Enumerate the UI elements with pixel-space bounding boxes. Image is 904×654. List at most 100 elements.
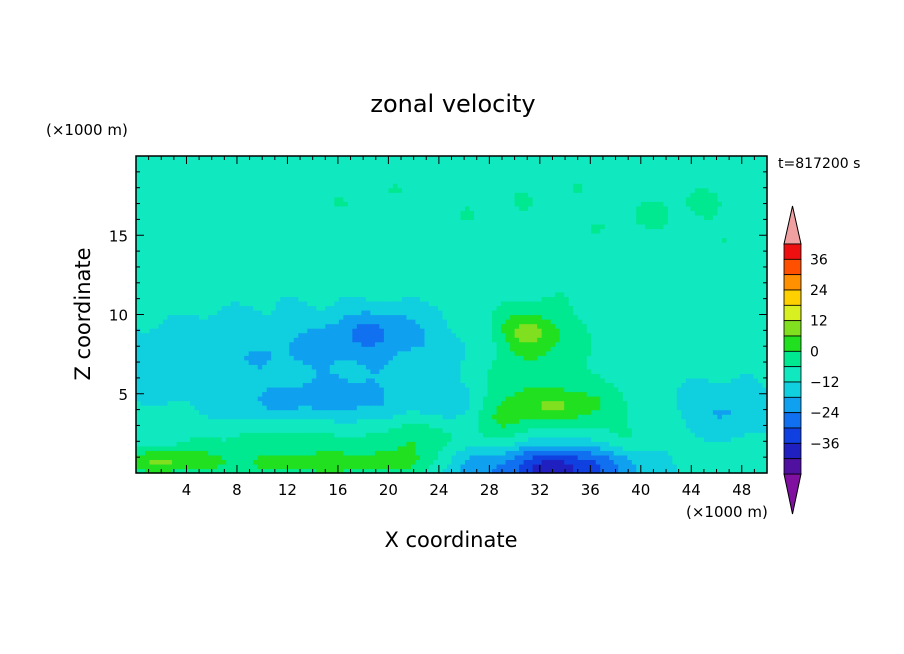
contour-cell [392,314,399,320]
contour-cell [510,418,516,424]
contour-cell [325,414,331,420]
contour-cell [347,355,353,361]
contour-cell [365,405,371,411]
contour-cell [253,350,259,356]
contour-cell [564,454,570,461]
contour-cell [744,341,750,347]
contour-cell [388,400,394,406]
contour-cell [550,359,556,365]
contour-cell [739,427,746,433]
contour-cell [401,391,408,397]
contour-cell [190,382,196,388]
contour-cell [401,346,408,352]
contour-cell [717,468,723,474]
contour-cell [158,391,164,397]
contour-cell [253,418,259,424]
contour-cell [365,309,371,316]
contour-cell [721,337,728,343]
contour-cell [280,328,286,334]
contour-cell [248,423,254,429]
contour-cell [645,386,651,393]
contour-cell [185,341,191,347]
contour-cell [338,359,344,365]
contour-cell [645,427,651,433]
contour-cell [460,382,466,388]
contour-cell [239,368,245,374]
contour-cell [172,350,178,356]
contour-cell [667,409,673,415]
contour-cell [676,314,682,320]
contour-cell [352,355,358,361]
contour-cell [149,450,155,456]
contour-cell [307,377,313,384]
contour-cell [618,359,624,365]
contour-cell [649,391,655,397]
contour-cell [221,319,227,325]
contour-cell [730,414,737,420]
contour-cell [541,459,547,465]
contour-cell [690,418,696,424]
contour-cell [352,405,358,411]
contour-cell [568,337,574,343]
contour-cell [311,450,317,456]
contour-cell [361,468,367,474]
contour-cell [181,418,187,424]
contour-cell [428,441,435,447]
contour-cell [154,463,160,470]
contour-cell [451,396,457,402]
contour-cell [528,373,534,379]
contour-cell [325,377,331,384]
contour-cell [582,459,588,465]
contour-cell [199,405,205,411]
contour-cell [397,346,403,352]
contour-cell [690,323,696,329]
contour-cell [690,405,696,411]
contour-cell [383,337,389,343]
contour-cell [550,405,556,411]
contour-cell [586,441,592,447]
contour-cell [703,423,710,429]
contour-cell [167,364,173,370]
contour-cell [609,346,615,352]
contour-cell [262,314,268,320]
contour-cell [136,405,142,411]
contour-cell [374,346,380,352]
contour-cell [284,386,290,393]
contour-cell [397,414,403,420]
contour-cell [307,328,313,334]
contour-cell [582,382,588,388]
contour-cell [221,450,227,456]
contour-cell [564,337,570,343]
contour-cell [465,445,471,451]
contour-cell [573,414,579,420]
contour-cell [600,432,606,438]
contour-cell [735,441,741,447]
contour-cell [550,418,556,424]
contour-cell [194,423,200,429]
contour-cell [311,341,317,347]
contour-cell [586,332,592,338]
contour-cell [649,332,655,338]
contour-cell [437,386,444,393]
contour-cell [140,328,146,334]
contour-cell [658,323,664,329]
contour-cell [334,382,340,388]
contour-cell [446,328,453,334]
contour-cell [523,359,529,365]
contour-cell [176,332,182,338]
contour-cell [748,386,755,393]
contour-cell [492,373,498,379]
contour-cell [163,377,169,384]
contour-cell [307,350,313,356]
contour-cell [694,323,700,329]
contour-cell [172,418,178,424]
contour-cell [748,355,755,361]
contour-cell [329,436,335,442]
contour-cell [325,459,331,465]
contour-cell [735,328,741,334]
contour-cell [383,396,389,402]
contour-cell [690,359,696,365]
contour-cell [586,405,592,411]
contour-cell [514,441,520,447]
contour-cell [469,373,475,379]
